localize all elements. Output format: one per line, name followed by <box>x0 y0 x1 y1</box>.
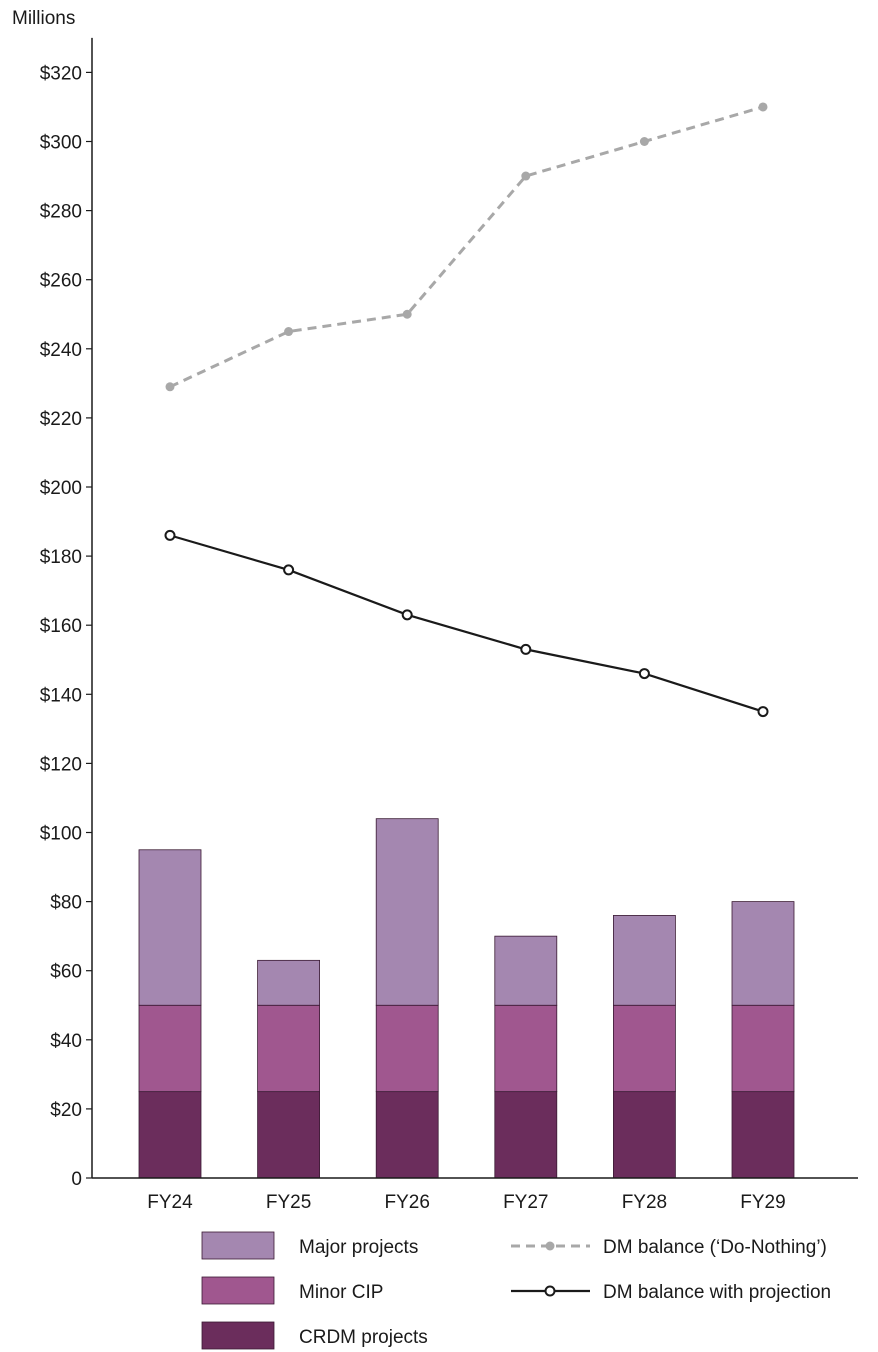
y-tick-label: $20 <box>50 1100 82 1121</box>
y-tick-label: $140 <box>40 685 82 706</box>
bar-segment <box>138 1004 202 1093</box>
x-tick-label: FY27 <box>503 1192 548 1213</box>
series-point <box>757 706 769 718</box>
bar-segment <box>613 1004 676 1093</box>
bar-segment <box>257 1091 321 1179</box>
y-tick-label: $80 <box>50 893 82 914</box>
bar-segment <box>375 1091 439 1179</box>
series-point <box>402 309 412 319</box>
legend-label: Major projects <box>299 1237 418 1258</box>
legend-swatch <box>201 1231 275 1260</box>
y-axis-ticks: 0 $20 $40 $60 $80 $100 $120 $140 $160 $180 $200 $22… <box>40 63 92 1190</box>
bar-segment <box>494 935 558 1006</box>
legend-swatch <box>201 1276 275 1305</box>
series-point <box>401 609 413 621</box>
bar-segment <box>375 1004 439 1093</box>
y-tick-label: $180 <box>40 547 82 568</box>
bar-segment <box>375 818 439 1006</box>
legend-label: DM balance with projection <box>603 1282 831 1303</box>
bar-segment <box>731 1091 795 1179</box>
x-axis-ticks: FY24 FY25 FY26 FY27 FY28 FY29 <box>147 1192 785 1213</box>
bar-segment <box>731 1004 795 1093</box>
series-point <box>521 171 531 181</box>
lines-group <box>164 102 769 718</box>
legend-marker <box>544 1285 556 1297</box>
bar-segment <box>494 1091 558 1179</box>
x-tick-label: FY29 <box>740 1192 785 1213</box>
legend-label: CRDM projects <box>299 1327 428 1348</box>
y-tick-label: $260 <box>40 271 82 292</box>
legend-label: Minor CIP <box>299 1282 383 1303</box>
y-tick-label: 0 <box>71 1169 82 1190</box>
y-tick-label: $200 <box>40 478 82 499</box>
series-line <box>169 105 764 389</box>
y-tick-label: $320 <box>40 63 82 84</box>
series-line <box>169 534 764 713</box>
y-tick-label: $40 <box>50 1031 82 1052</box>
series-point <box>283 564 295 576</box>
bar-segment <box>138 849 202 1006</box>
x-tick-label: FY24 <box>147 1192 193 1213</box>
bar-segment <box>138 1091 202 1179</box>
y-tick-label: $220 <box>40 409 82 430</box>
y-tick-label: $60 <box>50 962 82 983</box>
x-tick-label: FY25 <box>266 1192 311 1213</box>
y-tick-label: $100 <box>40 824 82 845</box>
bar-segment <box>613 1091 676 1179</box>
y-tick-label: $160 <box>40 616 82 637</box>
series-point <box>165 382 175 392</box>
y-tick-label: $120 <box>40 754 82 775</box>
series-point <box>758 102 768 112</box>
bar-segment <box>494 1004 558 1093</box>
legend: Major projects Minor CIP CRDM projects DM b… <box>201 1231 831 1350</box>
x-tick-label: FY26 <box>384 1192 429 1213</box>
y-tick-label: $300 <box>40 133 82 154</box>
series-point <box>638 668 650 680</box>
bar-segment <box>257 959 321 1006</box>
x-tick-label: FY28 <box>622 1192 667 1213</box>
y-tick-label: $240 <box>40 340 82 361</box>
bars-group <box>138 818 795 1179</box>
series-point <box>639 137 649 146</box>
series-point <box>520 643 532 655</box>
series-point <box>164 529 176 541</box>
bar-segment <box>613 915 676 1006</box>
legend-swatch <box>201 1321 275 1350</box>
series-point <box>284 327 294 337</box>
y-tick-label: $280 <box>40 202 82 223</box>
y-unit-label: Millions <box>12 8 75 29</box>
bar-segment <box>257 1004 321 1093</box>
legend-marker <box>545 1241 555 1251</box>
legend-label: DM balance (‘Do-Nothing’) <box>603 1237 827 1258</box>
bar-segment <box>731 901 795 1006</box>
